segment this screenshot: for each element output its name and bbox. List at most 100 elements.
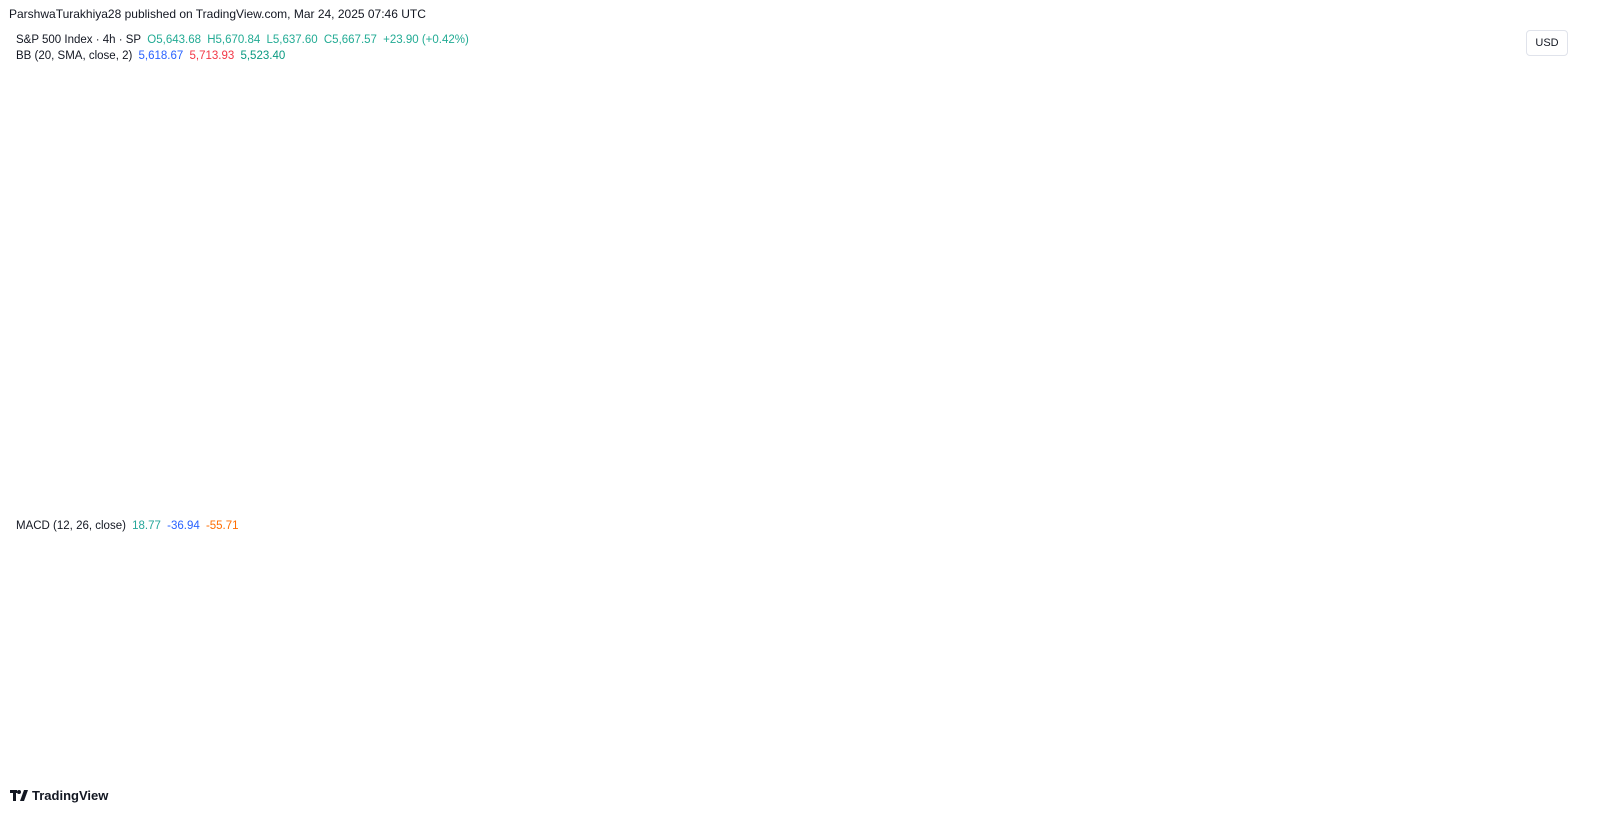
macd-label[interactable]: MACD (12, 26, close) [16, 520, 126, 532]
x-tick-label: 10 [704, 743, 717, 755]
macd-legend: MACD (12, 26, close) 18.77 -36.94 -55.71 [16, 520, 242, 532]
currency-button[interactable]: USD [1526, 30, 1568, 56]
candle-body [201, 330, 206, 340]
candle-body [385, 192, 390, 203]
candle-body [269, 192, 274, 203]
candle-body [132, 287, 137, 298]
macd-histogram-bar [53, 593, 59, 598]
candle-body [1163, 337, 1168, 348]
macd-histogram-bar [31, 592, 37, 598]
candle-body [16, 272, 21, 290]
candle-body [1054, 187, 1059, 198]
macd-y-tick-label: 0.00 [1504, 593, 1526, 605]
candle-body [1225, 427, 1230, 443]
y-tick-label: 6,100.00 [1504, 143, 1549, 155]
candle-body [406, 192, 411, 208]
bb-band-fill [12, 89, 1282, 474]
candle-body [1006, 137, 1011, 143]
candle-body [242, 217, 247, 238]
candle-body [1116, 267, 1121, 283]
candle-body [699, 212, 704, 223]
candle-body [1047, 147, 1052, 188]
macd-histogram-bar [142, 597, 148, 605]
macd-histogram-bar [959, 594, 965, 598]
candle-body [863, 167, 868, 183]
candle-body [378, 202, 383, 213]
instrument-label[interactable]: S&P 500 Index · 4h · SP [16, 34, 142, 46]
candle-body [713, 247, 718, 258]
candle-body [576, 167, 581, 268]
x-tick-label: 10 [1160, 743, 1173, 755]
candle-body [1122, 282, 1127, 303]
candle-body [1239, 367, 1244, 388]
candle-body [71, 275, 76, 278]
candle-body [1198, 417, 1203, 438]
candle-body [979, 177, 984, 188]
macd-histogram-bar [616, 587, 622, 598]
bb-label[interactable]: BB (20, SMA, close, 2) [16, 50, 133, 62]
bb-lower-line [11, 172, 1283, 475]
candle-body [542, 167, 547, 173]
macd-histogram-bar [561, 597, 567, 599]
macd-histogram-bar [407, 594, 413, 598]
candle-body [419, 177, 424, 183]
candle-body [938, 165, 943, 168]
x-tick-label: 27 [822, 743, 835, 755]
candle-body [1061, 197, 1066, 203]
x-tick-label: Mar [1095, 743, 1116, 755]
candle-body [221, 287, 226, 308]
candle-body [774, 197, 779, 213]
macd-histogram-bar [1257, 576, 1263, 598]
candle-body [487, 152, 492, 163]
macd-histogram-bar [970, 597, 976, 599]
candle-body [1280, 362, 1284, 368]
x-tick-label: Nov [171, 743, 193, 755]
macd-histogram-bar [20, 592, 26, 598]
macd-histogram-bar [1124, 597, 1130, 614]
macd-histogram-bar [904, 597, 910, 600]
candle-body [1150, 302, 1155, 318]
x-tick-label: 9 [467, 743, 473, 755]
candle-body [1273, 367, 1278, 373]
tradingview-brand[interactable]: TradingView [10, 788, 108, 803]
candle-body [426, 167, 431, 178]
macd-histogram-bar [351, 594, 357, 598]
macd-histogram-bar [473, 597, 479, 600]
macd-histogram-bar [1080, 597, 1086, 616]
candle-body [918, 192, 923, 198]
change-value: +23.90 (+0.42%) [383, 34, 469, 46]
candle-body [44, 272, 49, 275]
macd-histogram-bar [329, 595, 335, 598]
candle-body [993, 152, 998, 163]
macd-histogram-bar [1036, 597, 1042, 616]
x-tick-label: 17 [764, 743, 777, 755]
macd-histogram-bar [495, 597, 501, 608]
publisher-note: ParshwaTurakhiya28 published on TradingV… [9, 7, 426, 21]
macd-histogram-bar [418, 595, 424, 598]
candle-body [638, 187, 643, 208]
candle-body [460, 157, 465, 163]
y-tick-label: 6,200.00 [1504, 93, 1549, 105]
candle-body [924, 177, 929, 193]
candle-body [399, 197, 404, 208]
macd-histogram-bar [373, 594, 379, 598]
macd-histogram-bar [175, 597, 181, 604]
macd-histogram-bar [749, 587, 755, 598]
candle-body [85, 272, 90, 275]
macd-histogram-bar [97, 597, 103, 599]
macd-histogram-bar [937, 594, 943, 598]
candle-body [617, 192, 622, 208]
macd-y-tick-label: -80.00 [1504, 672, 1537, 684]
macd-histogram-bar [340, 595, 346, 598]
macd-signal-line [11, 555, 1283, 705]
candle-body [808, 157, 813, 173]
candle-body [829, 152, 834, 158]
x-tick-label: 2025 [639, 743, 665, 755]
candle-body [815, 147, 820, 158]
macd-histogram-bar [892, 597, 898, 600]
candle-body [330, 237, 335, 243]
candle-body [685, 227, 690, 248]
macd-histogram-bar [274, 592, 280, 598]
candle-body [1129, 302, 1134, 318]
